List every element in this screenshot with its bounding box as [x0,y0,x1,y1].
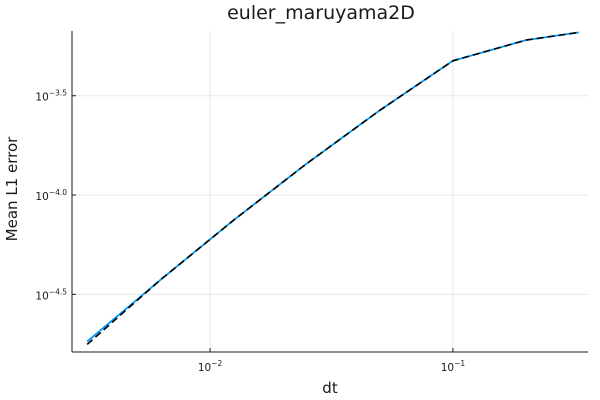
solid-series-line [86,31,579,343]
x-tick-label: 10−1 [441,359,466,374]
dashed-series-line [86,31,579,346]
y-tick-label: 10−4.5 [35,287,67,302]
series-layer [86,31,579,346]
x-tick-label: 10−2 [198,359,223,374]
chart-title: euler_maruyama2D [227,2,415,24]
grid [72,31,588,352]
y-axis-label: Mean L1 error [3,136,21,241]
y-tick-label: 10−3.5 [35,89,67,104]
y-tick-label: 10−4.0 [35,188,67,203]
axes: 10−2 10−1 10−4.5 10−4.0 10−3.5 [35,31,588,374]
x-axis-label: dt [322,379,338,397]
